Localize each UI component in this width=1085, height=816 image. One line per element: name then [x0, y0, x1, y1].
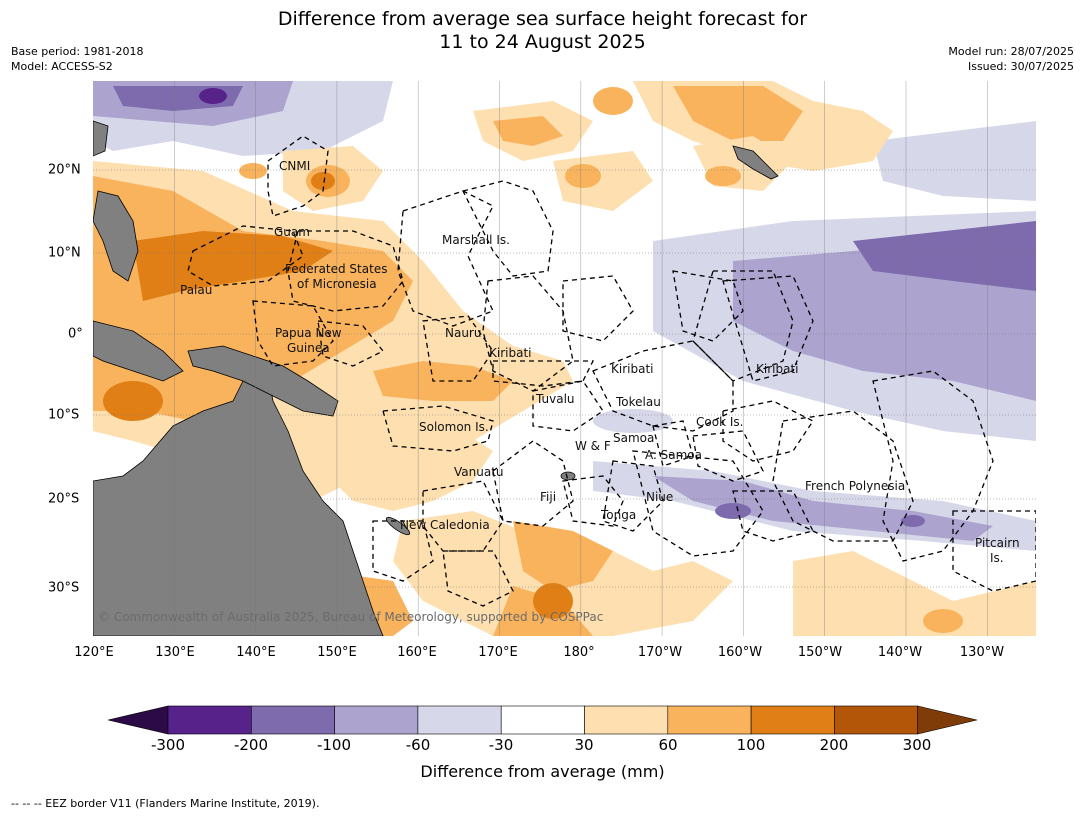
label-samoa: Samoa — [613, 431, 654, 445]
label-tuvalu: Tuvalu — [535, 392, 575, 406]
lon-label: 130°W — [959, 645, 1005, 660]
colorbar-tick: -60 — [405, 736, 431, 754]
label-wallis-futuna: W & F — [575, 439, 611, 453]
colorbar-tick: -100 — [316, 736, 352, 754]
colorbar-tick: -30 — [488, 736, 514, 754]
label-fsm-line1: Federated States — [285, 262, 387, 276]
lon-label: 170°W — [637, 645, 683, 660]
label-cnmi: CNMI — [279, 159, 310, 173]
label-guam: Guam — [274, 225, 310, 239]
label-pitcairn-line2: Is. — [990, 551, 1004, 565]
label-palau: Palau — [180, 283, 212, 297]
place-labels: CNMI Guam Marshall Is. Federated States … — [180, 159, 1020, 565]
label-kiribati-west: Kiribati — [489, 346, 531, 360]
colorbar-segment — [500, 705, 585, 735]
label-nauru: Nauru — [445, 326, 481, 340]
australia-landmass — [93, 365, 384, 636]
colorbar-segment — [251, 705, 335, 735]
colorbar-tick: 200 — [819, 736, 849, 754]
label-french-polynesia: French Polynesia — [805, 479, 905, 493]
graticule — [93, 81, 1036, 636]
colorbar-label: Difference from average (mm) — [420, 762, 665, 781]
colorbar-segment — [417, 705, 502, 735]
lon-label: 160°E — [397, 645, 437, 660]
label-american-samoa: A. Samoa — [645, 448, 702, 462]
label-fsm-line2: of Micronesia — [297, 277, 377, 291]
base-period: Base period: 1981-2018 — [11, 45, 144, 58]
label-tonga: Tonga — [600, 508, 636, 522]
colorbar-tick: 300 — [902, 736, 932, 754]
label-cook-is: Cook Is. — [696, 415, 743, 429]
lon-label: 150°E — [317, 645, 357, 660]
label-tokelau: Tokelau — [615, 395, 661, 409]
lat-label: 30°S — [48, 580, 80, 596]
lon-label: 140°W — [877, 645, 923, 660]
lon-label: 180° — [563, 645, 595, 660]
label-fiji: Fiji — [540, 490, 556, 504]
colorbar-tick: 100 — [736, 736, 766, 754]
colorbar-segment — [334, 705, 419, 735]
label-marshall-is: Marshall Is. — [442, 233, 510, 247]
label-pitcairn-line1: Pitcairn — [975, 536, 1020, 550]
eez-footnote: -- -- -- EEZ border V11 (Flanders Marine… — [11, 797, 320, 810]
colorbar — [108, 705, 978, 735]
label-solomon-is: Solomon Is. — [419, 420, 489, 434]
lat-label: 20°N — [48, 162, 81, 178]
label-kiribati-central: Kiribati — [611, 362, 653, 376]
label-niue: Niue — [646, 490, 673, 504]
lon-label: 140°E — [236, 645, 276, 660]
new-guinea-landmass — [187, 345, 339, 417]
lon-label: 170°E — [478, 645, 518, 660]
label-png-line2: Guinea — [287, 341, 330, 355]
issued-date: Issued: 30/07/2025 — [967, 60, 1074, 73]
new-caledonia-island — [385, 516, 411, 536]
indonesia-islands — [93, 320, 184, 382]
eez-borders — [187, 135, 1036, 607]
meta-right: Model run: 28/07/2025 Issued: 30/07/2025 — [948, 44, 1074, 74]
land-masses — [93, 120, 779, 636]
colorbar-tick: 60 — [658, 736, 678, 754]
lat-label: 10°N — [48, 245, 81, 261]
colorbar-segment — [917, 705, 978, 735]
title-line-2: 11 to 24 August 2025 — [439, 31, 646, 53]
copyright-notice: © Commonwealth of Australia 2025, Bureau… — [98, 610, 603, 624]
colorbar-tick: -200 — [233, 736, 269, 754]
model-name: Model: ACCESS-S2 — [11, 60, 113, 73]
colorbar-segment — [667, 705, 752, 735]
label-new-caledonia: New Caledonia — [400, 518, 490, 532]
label-vanuatu: Vanuatu — [454, 465, 504, 479]
lon-label: 150°W — [797, 645, 843, 660]
colorbar-segment — [167, 705, 252, 735]
colorbar-segment — [834, 705, 919, 735]
taiwan-island — [93, 120, 109, 157]
colorbar-tick: 30 — [574, 736, 594, 754]
lon-label: 160°W — [717, 645, 763, 660]
map-title: Difference from average sea surface heig… — [0, 8, 1085, 54]
sea-level-map: CNMI Guam Marshall Is. Federated States … — [93, 81, 1036, 636]
meta-left: Base period: 1981-2018 Model: ACCESS-S2 — [11, 44, 143, 74]
philippines-islands — [93, 190, 139, 282]
colorbar-segment — [584, 705, 669, 735]
fiji-island — [560, 471, 576, 481]
lon-label: 120°E — [74, 645, 114, 660]
colorbar-tick: -300 — [150, 736, 186, 754]
label-png-line1: Papua New — [275, 326, 342, 340]
lat-label: 10°S — [48, 407, 80, 423]
model-run: Model run: 28/07/2025 — [948, 45, 1074, 58]
colorbar-segment — [108, 705, 169, 735]
hawaii-islands — [732, 145, 779, 180]
lat-label: 20°S — [48, 491, 80, 507]
colorbar-segment — [750, 705, 835, 735]
lon-label: 130°E — [155, 645, 195, 660]
title-line-1: Difference from average sea surface heig… — [277, 8, 808, 30]
label-kiribati-east: Kiribati — [756, 362, 798, 376]
lat-label: 0° — [68, 326, 83, 342]
